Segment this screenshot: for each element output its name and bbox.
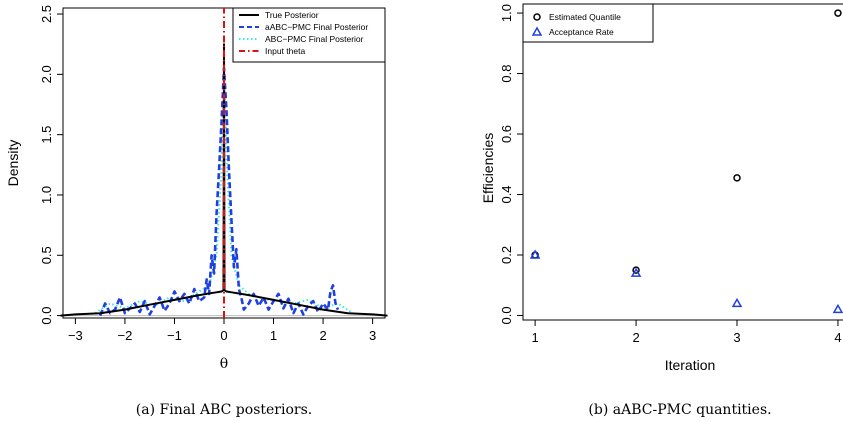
panel-a-x-axis-label: θ — [220, 356, 228, 372]
acceptance-rate-point — [630, 267, 642, 277]
legend-input-theta-label: Input theta — [265, 46, 305, 56]
panel-a-caption: (a) Final ABC posteriors. — [136, 402, 312, 418]
x-tick-label: 3 — [369, 328, 376, 343]
x-tick-label: −2 — [118, 328, 133, 343]
y-tick-label: 0.5 — [39, 246, 54, 264]
x-tick-label: 2 — [319, 328, 326, 343]
legend-abc-pmc-label: ABC−PMC Final Posterior — [265, 34, 364, 44]
panel-b-x-ticks: 1 2 3 4 — [531, 320, 842, 345]
panel-b-y-axis-label: Efficiencies — [480, 133, 496, 204]
panel-a-legend: True Posterior aABC−PMC Final Posterior … — [232, 7, 386, 63]
acceptance-rate-point — [529, 249, 541, 259]
legend-true-posterior-label: True Posterior — [265, 10, 319, 20]
acceptance-rate-point — [832, 303, 843, 314]
series-line-aabc-pmc-final-posterior — [98, 67, 340, 317]
estimated-quantile-point — [834, 9, 842, 17]
acceptance-rate-point — [731, 297, 743, 308]
x-tick-label: −1 — [167, 328, 182, 343]
panel-b-plot-frame — [522, 3, 843, 321]
x-tick-label: 0 — [220, 328, 227, 343]
legend-aabc-pmc-label: aABC−PMC Final Posterior — [265, 22, 368, 32]
y-tick-label: 1.0 — [499, 4, 514, 22]
y-tick-label: 0.6 — [499, 125, 514, 143]
y-tick-label: 2.5 — [39, 5, 54, 23]
y-tick-label: 1.0 — [39, 186, 54, 204]
legend-estimated-quantile-marker — [533, 13, 541, 21]
y-tick-label: 0.8 — [499, 65, 514, 83]
series-line-true-posterior — [60, 43, 388, 317]
x-tick-label: 3 — [733, 330, 740, 345]
y-tick-label: 0.0 — [499, 306, 514, 324]
y-tick-label: 0.0 — [39, 307, 54, 325]
legend-acceptance-rate-label: Acceptance Rate — [549, 27, 614, 37]
panel-a-series — [60, 8, 388, 318]
y-tick-label: 2.0 — [39, 65, 54, 83]
x-tick-label: 1 — [270, 328, 277, 343]
x-tick-label: −3 — [68, 328, 83, 343]
panel-b-legend: Estimated Quantile Acceptance Rate — [522, 3, 654, 43]
x-tick-label: 4 — [834, 330, 841, 345]
estimated-quantile-point — [733, 174, 741, 182]
panel-b-series — [529, 9, 843, 314]
y-tick-label: 0.2 — [499, 246, 514, 264]
legend-acceptance-rate-marker — [531, 26, 543, 36]
x-tick-label: 1 — [531, 330, 538, 345]
panel-a: −3 −2 −1 0 1 2 3 0.00.51.01.52.02.5 θ Density … — [5, 5, 388, 418]
x-tick-label: 2 — [632, 330, 639, 345]
panel-a-y-ticks: 0.0 0.5 1.0 1.5 2.0 2.5 — [39, 5, 63, 325]
y-tick-label: 1.5 — [39, 126, 54, 144]
legend-estimated-quantile-label: Estimated Quantile — [549, 12, 621, 22]
panel-a-y-axis-label: Density — [5, 140, 21, 187]
panel-b: 1 2 3 4 0.0 0.2 0.4 0.6 0.8 1.0 Iteration Effici… — [480, 3, 843, 418]
y-tick-label: 0.4 — [499, 185, 514, 203]
panel-b-y-ticks: 0.0 0.2 0.4 0.6 0.8 1.0 — [499, 4, 523, 325]
panel-a-legend-box — [232, 7, 386, 63]
panel-b-x-axis-label: Iteration — [665, 357, 716, 373]
panel-b-caption: (b) aABC-PMC quantities. — [588, 402, 771, 418]
panel-b-legend-box — [522, 3, 654, 43]
estimated-quantile-point — [632, 266, 640, 274]
panel-a-x-ticks: −3 −2 −1 0 1 2 3 — [68, 318, 376, 343]
